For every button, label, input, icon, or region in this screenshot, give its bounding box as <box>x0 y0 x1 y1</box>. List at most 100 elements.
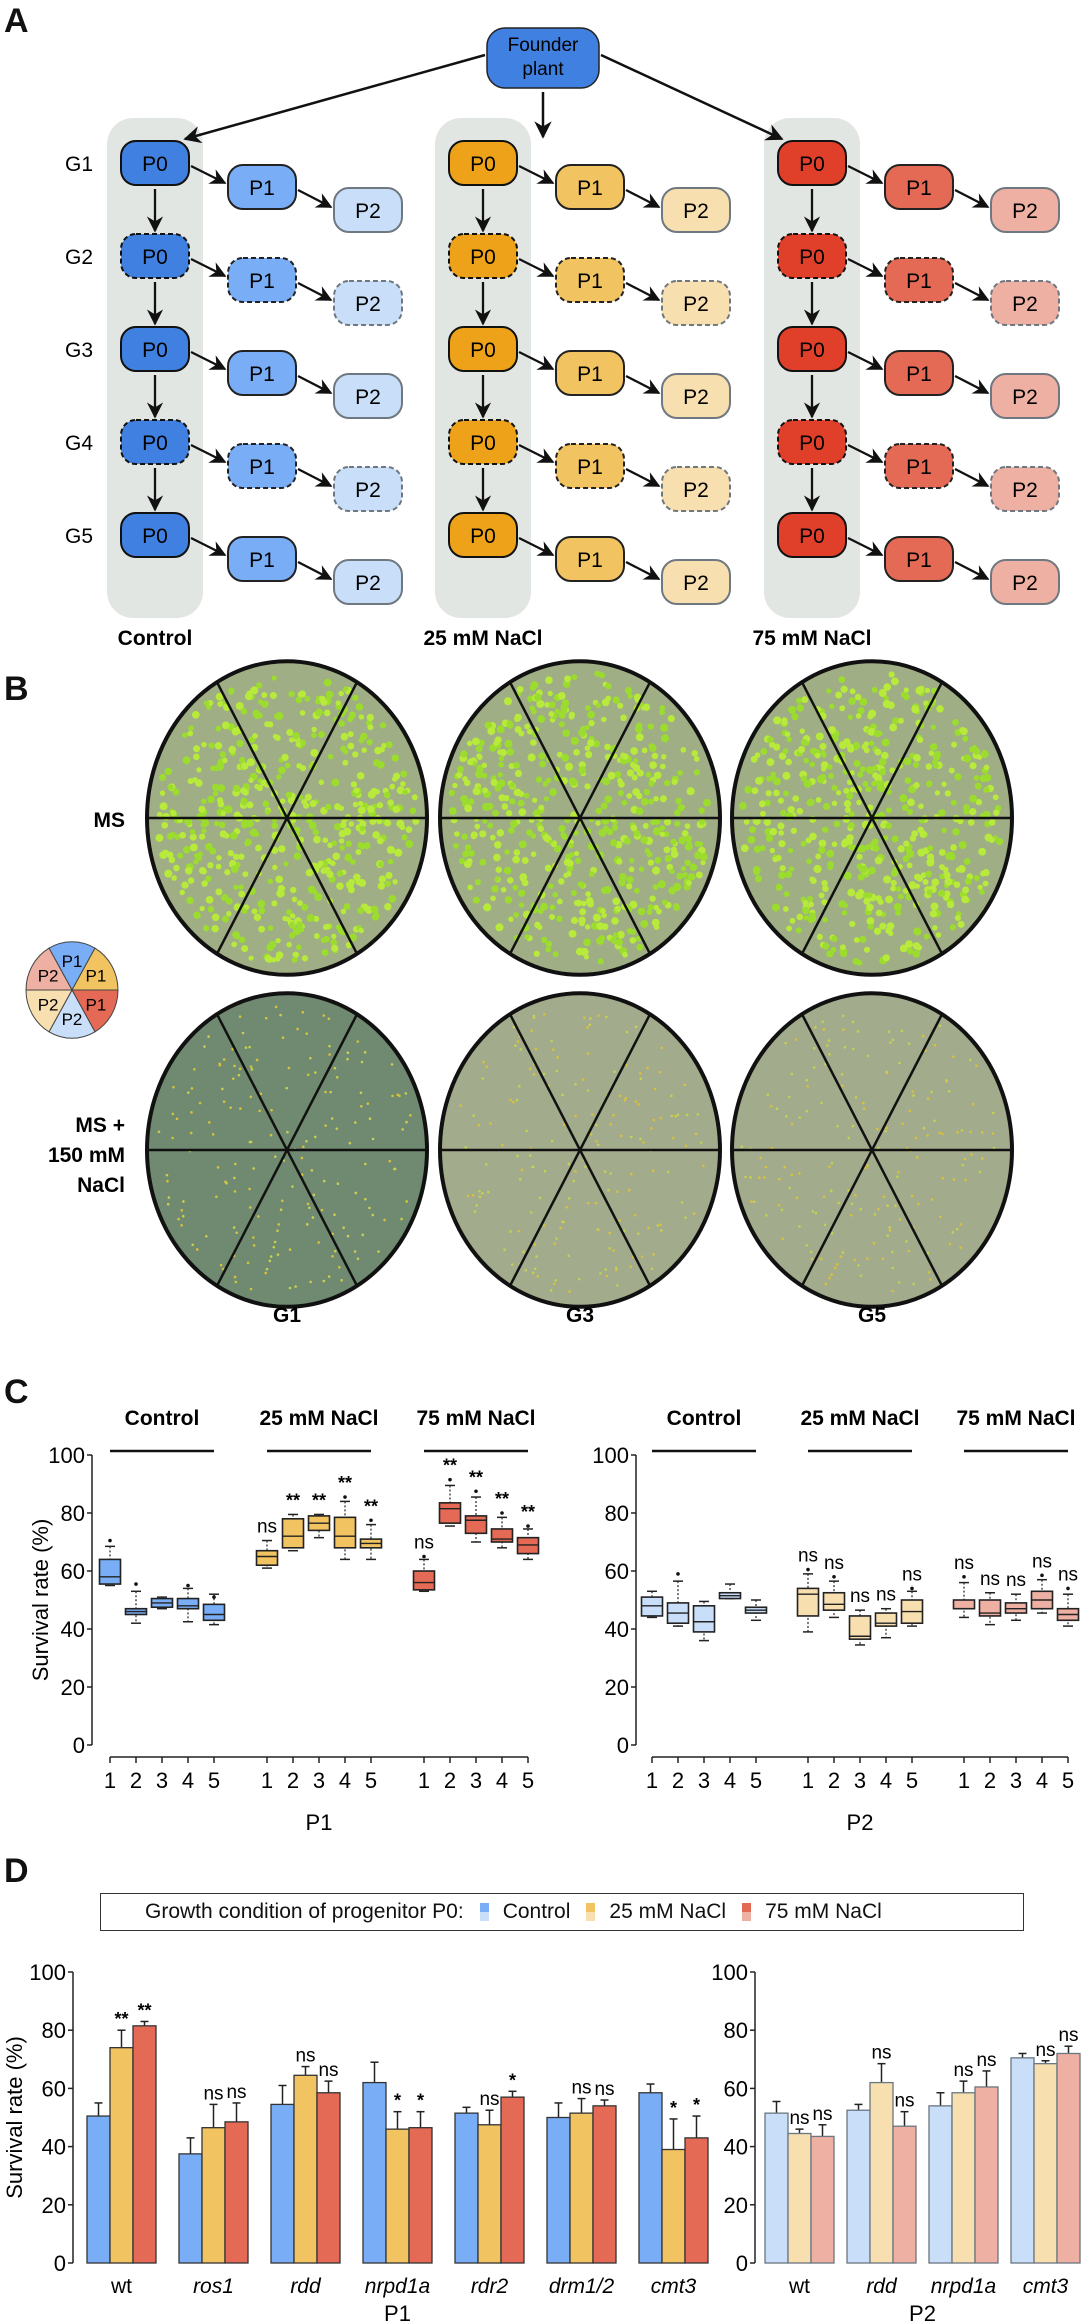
seedling <box>179 831 187 839</box>
seedling <box>640 919 649 928</box>
seedling <box>889 1041 892 1044</box>
seedling <box>333 1249 337 1253</box>
seedling <box>474 823 481 830</box>
significance-label: ns <box>789 2108 809 2129</box>
seedling <box>291 1185 294 1188</box>
seedling <box>155 834 164 842</box>
seedling <box>873 730 882 738</box>
seedling <box>897 893 904 900</box>
seedling <box>242 789 249 796</box>
seedling <box>292 732 300 740</box>
seedling <box>542 1224 546 1227</box>
seedling <box>489 1122 492 1125</box>
seedling <box>702 1164 705 1167</box>
group-label: 75 mM NaCl <box>416 1407 535 1430</box>
seedling <box>353 787 360 794</box>
seedling <box>205 1234 208 1238</box>
seedling <box>895 909 902 916</box>
seedling <box>390 1063 394 1066</box>
seedling <box>315 708 323 717</box>
p1-node-label: P1 <box>577 177 603 200</box>
seedling <box>173 864 180 872</box>
seedling <box>905 940 913 949</box>
seedling <box>338 829 347 838</box>
seedling <box>201 798 207 805</box>
x-tick-label: 4 <box>182 1768 194 1793</box>
seedling <box>161 821 169 829</box>
seedling <box>612 1113 615 1117</box>
seedling <box>766 1093 770 1096</box>
seedling <box>964 877 972 885</box>
seedling <box>611 917 619 925</box>
bar <box>787 2132 812 2264</box>
seedling <box>859 865 868 874</box>
seedling <box>276 774 282 780</box>
seedling <box>331 778 340 787</box>
seedling <box>271 900 278 907</box>
seedling <box>516 1154 519 1158</box>
seedling <box>545 946 552 953</box>
seedling <box>531 1271 535 1275</box>
plate-rim <box>145 659 429 977</box>
p0-node-label: P0 <box>142 246 168 269</box>
seedling <box>559 1226 562 1230</box>
seedling <box>830 1232 834 1235</box>
arrow <box>847 257 884 278</box>
seedling <box>938 1024 942 1028</box>
seedling <box>201 828 207 834</box>
seedling <box>954 914 961 922</box>
seedling <box>250 1068 254 1071</box>
seedling <box>941 1132 944 1136</box>
seedling <box>372 831 380 839</box>
seedling <box>601 716 607 723</box>
seedling <box>592 913 602 922</box>
x-tick-label: 5 <box>750 1768 762 1793</box>
seedling <box>486 802 494 811</box>
p0-node <box>777 326 847 372</box>
seedling <box>614 905 621 913</box>
outlier-point <box>806 1567 810 1572</box>
seedling <box>636 943 644 951</box>
p1-node <box>555 257 625 303</box>
seedling <box>886 922 895 931</box>
seedling <box>517 799 525 807</box>
seedling <box>819 742 827 750</box>
y-tick-label: 60 <box>605 1559 629 1584</box>
seedling <box>777 1177 781 1181</box>
seedling <box>493 740 500 747</box>
seedling <box>821 1020 825 1024</box>
seedling <box>916 736 924 744</box>
seedling <box>333 1066 337 1070</box>
seedling <box>628 857 635 864</box>
seedling <box>979 889 985 895</box>
seedling <box>490 778 498 787</box>
seedling <box>775 883 783 891</box>
bar <box>684 2137 709 2264</box>
petri-plate <box>438 659 722 977</box>
significance-label: ns <box>824 1553 844 1574</box>
seedling <box>269 691 277 700</box>
seedling <box>969 1130 972 1134</box>
seedling <box>188 725 194 731</box>
box <box>333 1516 357 1549</box>
seedling <box>890 879 897 886</box>
seedling <box>646 851 653 858</box>
seedling <box>335 700 341 706</box>
seedling <box>814 752 821 759</box>
box <box>848 1615 872 1640</box>
seedling <box>948 1242 952 1246</box>
outlier-point <box>343 1495 347 1499</box>
founder-label: plant <box>522 59 564 80</box>
seedling <box>642 822 649 829</box>
seedling <box>371 1137 375 1141</box>
seedling <box>229 831 238 840</box>
seedling <box>738 802 747 810</box>
arrow <box>954 467 990 488</box>
seedling <box>322 1179 326 1183</box>
seedling <box>217 701 224 707</box>
p1-node <box>227 164 297 210</box>
seedling <box>671 778 678 786</box>
seedling <box>887 1030 891 1033</box>
seedling <box>275 875 284 884</box>
x-tick-label: 4 <box>1036 1768 1048 1793</box>
